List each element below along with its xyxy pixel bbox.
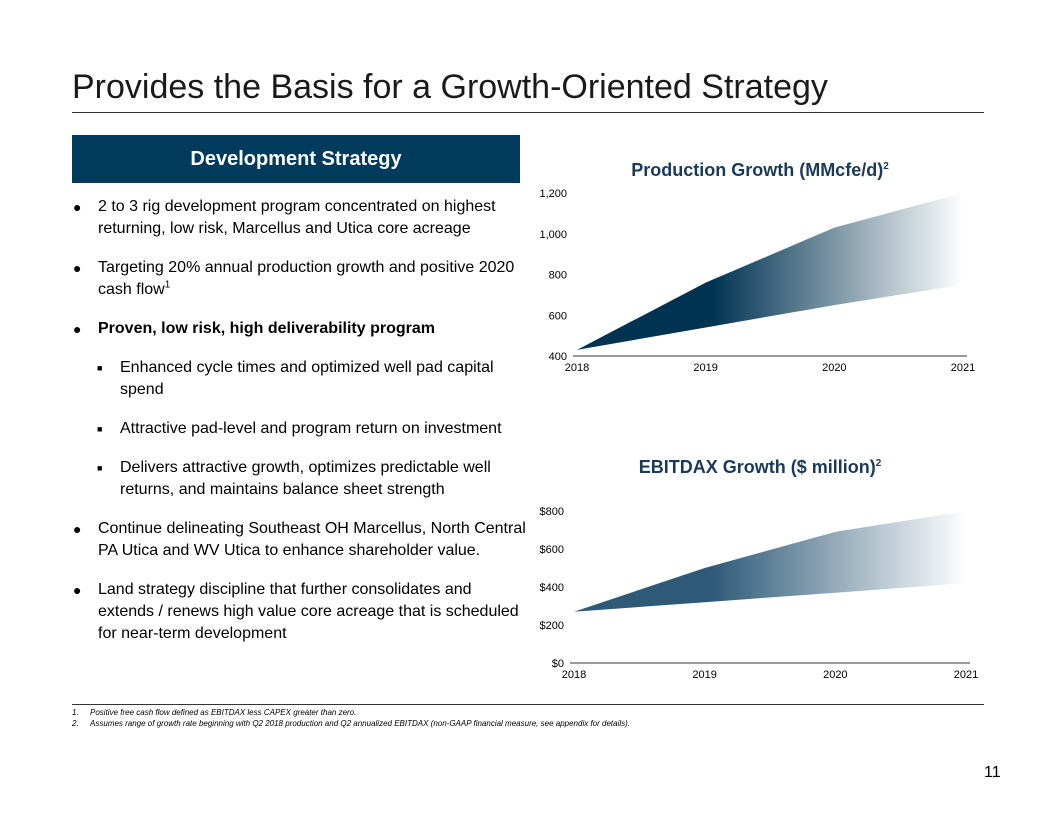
chart-title-text: Production Growth (MMcfe/d) <box>631 160 884 180</box>
growth-range-area <box>577 193 963 350</box>
bullet-item: ● Targeting 20% annual production growth … <box>72 257 532 301</box>
footnote-ref: 2 <box>875 458 882 469</box>
footnote-1: 1. Positive free cash flow defined as EBI… <box>72 708 356 717</box>
bullet-icon: ● <box>73 521 82 537</box>
slide-title: Provides the Basis for a Growth-Oriented… <box>72 68 828 106</box>
production-chart: 400 600 800 1,000 1,200 2018 2019 2020 2021 <box>539 188 975 374</box>
page-number: 11 <box>984 764 1001 781</box>
bullet-text: Attractive pad-level and program return … <box>120 420 502 437</box>
bullet-text: Delivers attractive growth, optimizes pr… <box>120 459 491 498</box>
footnote-number: 1. <box>72 708 79 717</box>
x-tick-label: 2021 <box>954 669 978 681</box>
bullet-item: ● 2 to 3 rig development program concentr… <box>72 196 532 240</box>
footnote-ref: 2 <box>883 161 889 172</box>
bullet-item: ● Continue delineating Southeast OH Marce… <box>72 518 532 562</box>
bullet-text: 2 to 3 rig development program concentra… <box>98 198 496 237</box>
x-tick-label: 2018 <box>565 362 589 374</box>
bullet-item: ■ Enhanced cycle times and optimized well… <box>72 357 532 401</box>
growth-range-area <box>574 511 966 612</box>
bullet-icon: ● <box>73 260 82 276</box>
y-tick-label: $600 <box>540 544 564 556</box>
title-divider <box>72 112 984 113</box>
x-tick-label: 2019 <box>693 362 717 374</box>
y-tick-label: 1,200 <box>539 188 567 200</box>
footnote-divider <box>72 704 984 705</box>
bullet-icon: ● <box>73 199 82 215</box>
bullet-item: ● Proven, low risk, high deliverability p… <box>72 318 532 340</box>
development-strategy-header: Development Strategy <box>72 135 520 183</box>
bullet-item: ■ Delivers attractive growth, optimizes p… <box>72 457 532 501</box>
footnote-number: 2. <box>72 719 79 728</box>
footnote-ref: 1 <box>164 279 171 291</box>
x-tick-label: 2018 <box>562 669 586 681</box>
footnote-text: Positive free cash flow defined as EBITD… <box>90 708 357 717</box>
y-tick-label: 800 <box>549 270 567 282</box>
ebitdax-chart: $0 $200 $400 $600 $800 2018 2019 2020 2021 <box>540 506 979 681</box>
y-tick-label: $0 <box>552 658 564 670</box>
bullet-icon: ● <box>73 321 82 337</box>
bullet-item: ● Land strategy discipline that further c… <box>72 579 532 645</box>
x-tick-label: 2019 <box>692 669 716 681</box>
bullet-icon: ■ <box>97 463 103 473</box>
footnote-2: 2. Assumes range of growth rate beginning… <box>72 719 630 728</box>
y-tick-label: 400 <box>549 351 567 363</box>
ebitdax-chart-title: EBITDAX Growth ($ million)2 <box>560 457 960 478</box>
x-tick-label: 2020 <box>822 362 846 374</box>
bullet-icon: ■ <box>97 424 103 434</box>
bullet-list: ● 2 to 3 rig development program concentr… <box>72 196 532 662</box>
bullet-item: ■ Attractive pad-level and program return… <box>72 418 532 440</box>
bullet-text: Targeting 20% annual production growth a… <box>98 259 515 298</box>
y-tick-label: $200 <box>540 620 564 632</box>
bullet-text: Continue delineating Southeast OH Marcel… <box>98 520 526 559</box>
chart-title-text: EBITDAX Growth ($ million) <box>638 457 876 477</box>
bullet-icon: ● <box>73 582 82 598</box>
footnote-text: Assumes range of growth rate beginning w… <box>90 719 631 728</box>
x-tick-label: 2020 <box>823 669 847 681</box>
bullet-icon: ■ <box>97 363 103 373</box>
y-tick-label: 600 <box>549 310 567 322</box>
x-tick-label: 2021 <box>951 362 975 374</box>
y-tick-label: $800 <box>540 506 564 518</box>
y-tick-label: 1,000 <box>539 229 567 241</box>
y-tick-label: $400 <box>540 582 564 594</box>
production-chart-title: Production Growth (MMcfe/d)2 <box>560 160 960 181</box>
bullet-text: Enhanced cycle times and optimized well … <box>120 359 494 398</box>
bullet-text: Proven, low risk, high deliverability pr… <box>98 320 435 337</box>
bullet-text: Land strategy discipline that further co… <box>98 581 519 642</box>
